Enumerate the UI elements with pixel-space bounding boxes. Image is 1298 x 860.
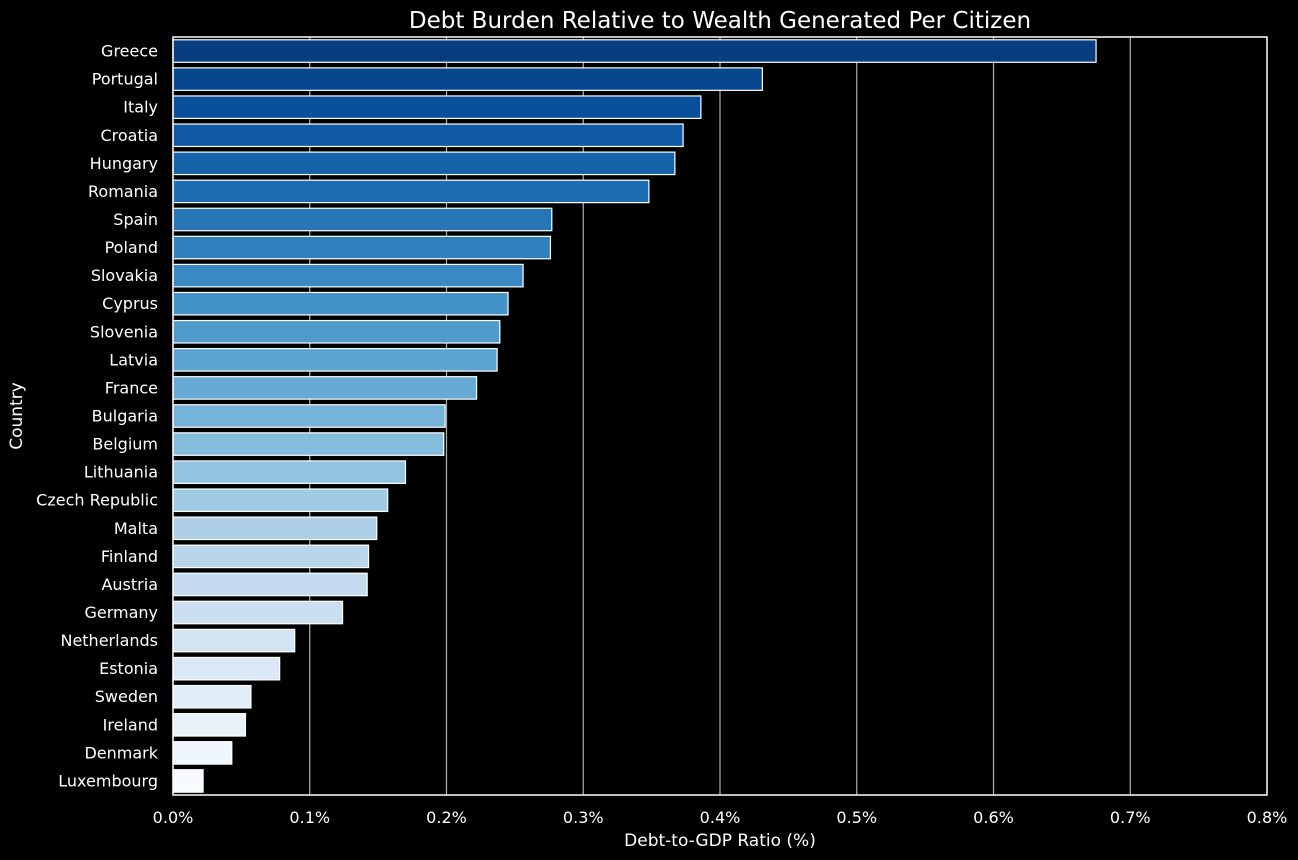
- y-tick-label: Germany: [84, 603, 158, 622]
- bar-malta: [172, 516, 378, 541]
- y-tick-label: Slovenia: [90, 322, 158, 341]
- bar-poland: [172, 235, 552, 260]
- bar-finland: [172, 544, 370, 569]
- bar-portugal: [172, 67, 763, 91]
- y-tick-label: Cyprus: [102, 294, 158, 313]
- x-tick-label: 0.8%: [1247, 808, 1288, 827]
- y-tick-label: Sweden: [95, 687, 158, 706]
- bar-greece: [172, 39, 1097, 63]
- y-tick-label: Finland: [101, 547, 158, 566]
- x-tick-label: 0.6%: [973, 808, 1014, 827]
- x-tick-label: 0.5%: [836, 808, 877, 827]
- bar-estonia: [172, 656, 281, 681]
- x-tick-label: 0.3%: [563, 808, 604, 827]
- bar-france: [172, 376, 478, 400]
- bar-luxembourg: [172, 769, 204, 793]
- y-tick-label: Denmark: [84, 743, 158, 762]
- x-tick-labels: 0.0% 0.1% 0.2% 0.3% 0.4% 0.5% 0.6% 0.7% 0.8%: [153, 808, 1288, 827]
- y-tick-label: Slovakia: [91, 266, 158, 285]
- bar-cyprus: [172, 291, 509, 316]
- bar-romania: [172, 179, 650, 204]
- bar-hungary: [172, 151, 676, 176]
- bar-lithuania: [172, 460, 407, 484]
- x-tick-label: 0.2%: [426, 808, 467, 827]
- bar-netherlands: [172, 628, 296, 653]
- x-tick-label: 0.0%: [153, 808, 194, 827]
- bar-belgium: [172, 432, 445, 456]
- bar-germany: [172, 600, 344, 625]
- y-tick-label: Spain: [113, 210, 158, 229]
- y-tick-label: Portugal: [92, 70, 158, 89]
- y-tick-label: Greece: [101, 42, 158, 61]
- y-tick-label: Estonia: [99, 659, 158, 678]
- y-tick-label: Bulgaria: [92, 407, 158, 426]
- y-tick-label: Luxembourg: [58, 771, 158, 790]
- bar-bulgaria: [172, 404, 446, 428]
- y-tick-labels: Greece Portugal Italy Croatia Hungary Romania…: [36, 42, 159, 791]
- y-axis-label: Country: [7, 382, 27, 450]
- bar-spain: [172, 207, 553, 232]
- y-tick-label: Lithuania: [84, 463, 158, 482]
- y-tick-label: Belgium: [92, 435, 158, 454]
- plot-frame: [172, 36, 1268, 796]
- y-tick-label: Netherlands: [60, 631, 158, 650]
- y-tick-label: Croatia: [100, 126, 158, 145]
- bar-sweden: [172, 684, 252, 709]
- bar-ireland: [172, 712, 247, 737]
- y-tick-label: Hungary: [90, 154, 158, 173]
- bars: [172, 39, 1097, 793]
- y-tick-label: Austria: [101, 575, 158, 594]
- bar-slovenia: [172, 319, 501, 344]
- y-tick-label: Malta: [114, 519, 158, 538]
- x-tick-label: 0.4%: [700, 808, 741, 827]
- y-tick-label: Romania: [88, 182, 158, 201]
- y-tick-label: Poland: [105, 238, 158, 257]
- chart-title: Debt Burden Relative to Wealth Generated…: [409, 8, 1031, 34]
- x-tick-label: 0.1%: [289, 808, 330, 827]
- y-tick-label: France: [105, 378, 158, 397]
- x-tick-label: 0.7%: [1110, 808, 1151, 827]
- bar-austria: [172, 572, 368, 597]
- bar-denmark: [172, 741, 233, 765]
- bar-latvia: [172, 348, 498, 372]
- bar-croatia: [172, 123, 684, 148]
- y-tick-label: Czech Republic: [36, 491, 158, 510]
- bar-czech-republic: [172, 488, 389, 513]
- y-tick-label: Ireland: [103, 715, 158, 734]
- bar-slovakia: [172, 263, 524, 288]
- x-axis-label: Debt-to-GDP Ratio (%): [624, 831, 816, 851]
- y-tick-label: Latvia: [109, 350, 158, 369]
- y-tick-label: Italy: [123, 98, 158, 117]
- bar-italy: [172, 95, 702, 120]
